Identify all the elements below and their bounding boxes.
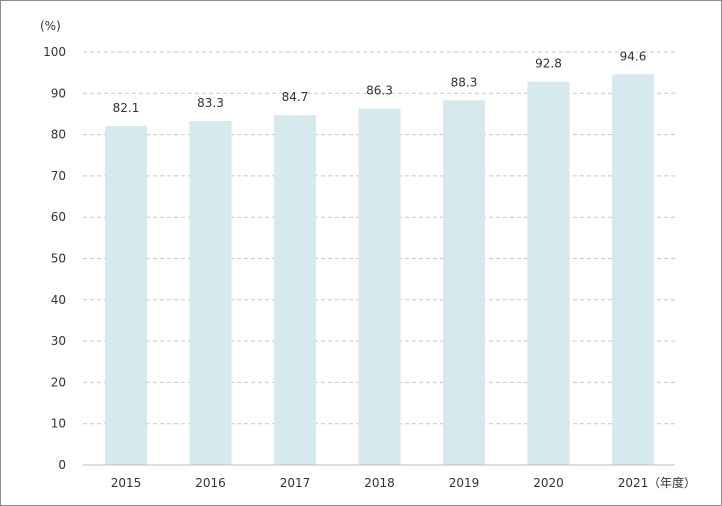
y-tick-label: 30	[51, 334, 66, 348]
y-tick-label: 80	[51, 128, 66, 142]
bar-2020	[527, 81, 570, 466]
y-tick-label: 50	[51, 252, 66, 266]
bar-2018	[358, 108, 401, 466]
x-tick-label-2016: 2016	[195, 476, 226, 490]
bar-2017	[274, 115, 316, 466]
gridlines	[83, 51, 675, 425]
data-label-2019: 88.3	[451, 75, 478, 89]
y-tick-label: 90	[51, 86, 66, 100]
data-labels: 82.1 83.3 84.7 86.3 88.3 92.8 94.6	[113, 49, 647, 115]
x-tick-label-2017: 2017	[280, 476, 311, 490]
y-tick-label: 60	[51, 210, 66, 224]
data-label-2016: 83.3	[197, 96, 224, 110]
bar-2021	[612, 74, 654, 465]
data-label-2020: 92.8	[535, 57, 562, 71]
x-axis-tick-labels: 2015 2016 2017 2018 2019 2020 2021	[111, 476, 649, 490]
y-tick-label: 40	[51, 293, 66, 307]
x-tick-label-2015: 2015	[111, 476, 142, 490]
data-label-2015: 82.1	[113, 101, 140, 115]
y-tick-label: 70	[51, 169, 66, 183]
y-tick-label: 20	[51, 375, 66, 389]
y-axis-unit-label: (%)	[40, 19, 61, 33]
y-tick-label: 10	[51, 417, 66, 431]
bar-2015	[105, 125, 147, 465]
x-axis-unit-label: （年度）	[648, 475, 696, 490]
y-axis-tick-labels: 0 10 20 30 40 50 60 70 80 90 100	[43, 45, 66, 472]
bar-2019	[443, 100, 485, 466]
data-label-2018: 86.3	[366, 84, 393, 98]
y-tick-label: 100	[43, 45, 66, 59]
bars	[105, 74, 654, 466]
x-tick-label-2018: 2018	[364, 476, 395, 490]
x-tick-label-2020: 2020	[533, 476, 564, 490]
data-label-2017: 84.7	[282, 90, 309, 104]
data-label-2021: 94.6	[620, 49, 647, 63]
x-tick-label-2019: 2019	[449, 476, 480, 490]
x-tick-label-2021: 2021	[618, 476, 649, 490]
y-tick-label: 0	[58, 458, 66, 472]
bar-2016	[189, 120, 232, 465]
